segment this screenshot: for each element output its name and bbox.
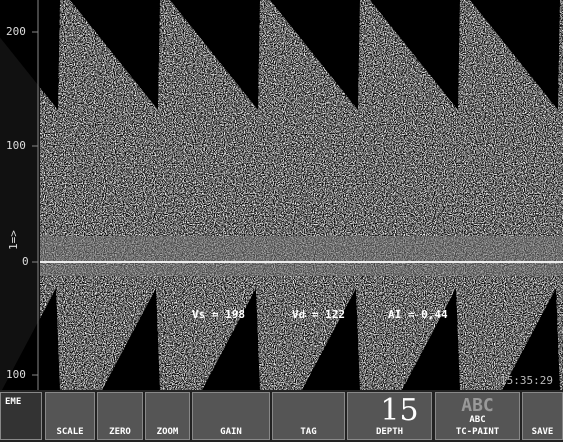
- mode-label: EME: [0, 392, 42, 440]
- button[interactable]: ZOOM: [145, 392, 190, 440]
- depth-label: DEPTH: [348, 427, 431, 437]
- axis-label: 0: [22, 255, 29, 268]
- toolbar: EME SCALE ZERO ZOOM GAIN TAG 15 DEPTH AB…: [0, 390, 563, 442]
- depth-control[interactable]: 15 DEPTH: [347, 392, 432, 440]
- depth-value: 15: [368, 393, 431, 428]
- button[interactable]: TAG: [272, 392, 345, 440]
- baseline-band: [40, 236, 563, 276]
- axis-label: 100: [6, 139, 26, 152]
- button[interactable]: SAVE: [522, 392, 563, 440]
- axis-label: 200: [6, 25, 26, 38]
- axis-label: 100: [6, 368, 26, 381]
- timestamp: 15:35:29: [500, 374, 553, 387]
- paint-sub: ABC: [436, 415, 519, 425]
- axis-marker: 1=>: [7, 230, 20, 250]
- button[interactable]: SCALE: [45, 392, 95, 440]
- paint-button[interactable]: ABC ABC TC-PAINT: [435, 392, 520, 440]
- measurement: Vs = 198: [192, 308, 245, 321]
- measurement: Vd = 122: [292, 308, 345, 321]
- measurement: AI = 0,44: [388, 308, 448, 321]
- doppler-display: 200 100 0 100 1=> Vs = 198 Vd = 122 AI =…: [0, 0, 563, 390]
- button[interactable]: ZERO: [97, 392, 143, 440]
- button[interactable]: GAIN: [192, 392, 270, 440]
- paint-icon: ABC: [436, 395, 519, 416]
- paint-label: TC-PAINT: [436, 427, 519, 437]
- ultrasound-screen: 200 100 0 100 1=> Vs = 198 Vd = 122 AI =…: [0, 0, 563, 442]
